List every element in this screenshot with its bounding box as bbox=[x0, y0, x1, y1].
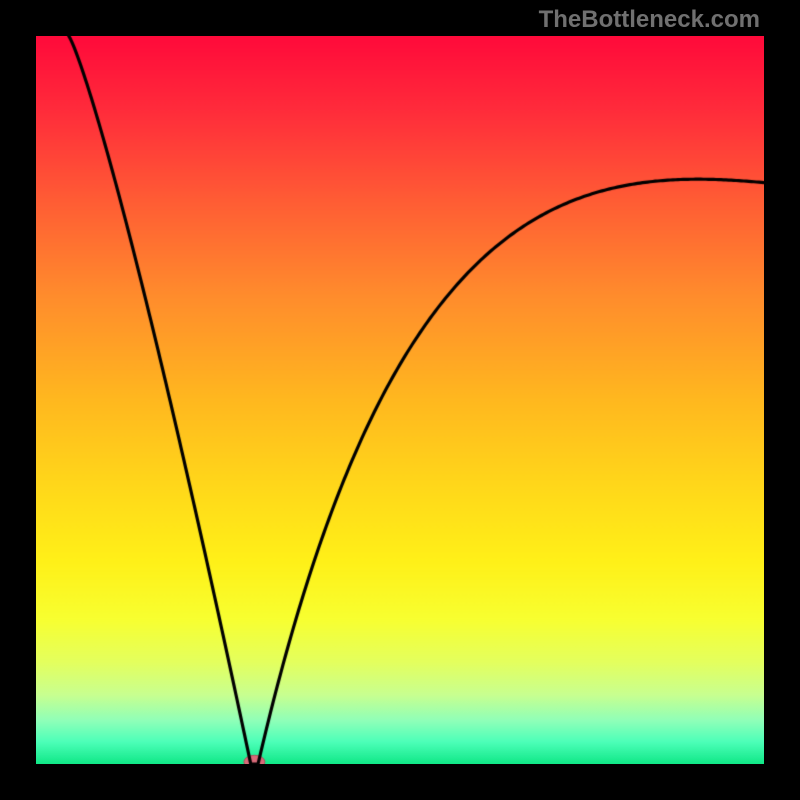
figure-outer: TheBottleneck.com bbox=[0, 0, 800, 800]
chart-canvas bbox=[36, 36, 764, 764]
canvas-wrap bbox=[36, 36, 764, 764]
plot-area bbox=[36, 36, 764, 764]
watermark-text: TheBottleneck.com bbox=[539, 6, 760, 34]
